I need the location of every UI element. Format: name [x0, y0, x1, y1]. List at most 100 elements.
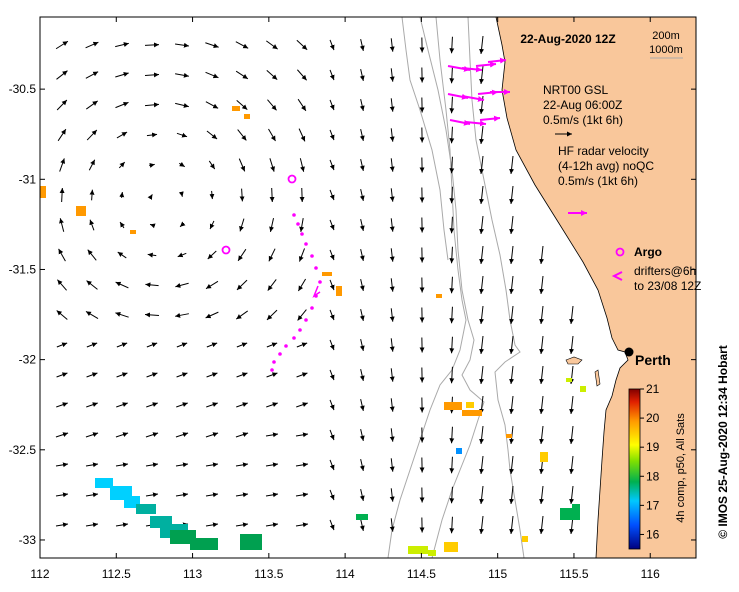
current-vector: [449, 186, 455, 204]
sst-pixel: [170, 530, 196, 544]
current-vector: [119, 191, 125, 199]
current-vector: [509, 305, 515, 325]
current-vector: [509, 245, 515, 265]
current-vector: [146, 372, 158, 378]
current-vector: [479, 365, 485, 385]
current-vector: [299, 218, 305, 232]
current-vector: [359, 69, 365, 81]
sst-pixel: [190, 538, 218, 550]
current-vector: [329, 129, 335, 141]
current-vector: [359, 159, 365, 171]
current-vector: [87, 249, 97, 261]
current-vector: [479, 215, 485, 235]
legend-drifter-line1: drifters@6h: [634, 264, 696, 278]
current-vector: [389, 398, 395, 412]
current-vector: [266, 372, 278, 378]
drifter-point: [310, 306, 314, 310]
legend-hf-line3: 0.5m/s (1kt 6h): [558, 174, 638, 188]
current-vector: [145, 282, 159, 288]
current-vector: [389, 278, 395, 292]
legend-1000m: 1000m: [649, 44, 683, 56]
current-vector: [329, 519, 335, 531]
current-vector: [55, 522, 69, 528]
current-vector: [145, 492, 159, 498]
current-vector: [479, 155, 485, 175]
current-vector: [449, 276, 455, 294]
current-vector: [206, 130, 218, 140]
drifter-point: [300, 232, 304, 236]
current-vector: [449, 306, 455, 324]
drifter-point: [292, 336, 296, 340]
y-tick-label: -33: [19, 533, 37, 547]
current-vector: [297, 309, 307, 321]
current-vector: [296, 69, 308, 81]
current-vector: [208, 160, 216, 170]
current-vector: [55, 492, 69, 498]
sst-patches: [40, 106, 586, 556]
current-vector: [449, 516, 455, 534]
x-tick-label: 112.5: [102, 567, 131, 581]
sst-colorbar: [628, 388, 641, 550]
current-vector: [239, 188, 245, 202]
hf-radar-vector: [487, 57, 507, 64]
current-vector: [119, 221, 125, 229]
sst-pixel: [456, 448, 462, 454]
colorbar-tick-label: 21: [646, 382, 660, 396]
current-vector: [389, 38, 395, 52]
sst-pixel: [232, 106, 240, 111]
current-vector: [115, 72, 129, 78]
current-vector: [479, 485, 485, 505]
x-tick-label: 112: [30, 567, 49, 581]
current-vector: [359, 339, 365, 351]
argo-float-1: [287, 174, 297, 184]
sst-pixel: [356, 514, 368, 520]
current-vector: [449, 486, 455, 504]
current-vector: [298, 128, 306, 142]
y-tick-label: -31: [19, 172, 37, 186]
colorbar-tick-label: 20: [646, 411, 660, 425]
current-vector: [359, 519, 365, 531]
current-vector: [296, 372, 308, 378]
current-vector: [145, 432, 159, 438]
sst-pixel: [462, 410, 482, 416]
current-vector: [329, 489, 335, 501]
current-vector: [144, 42, 160, 48]
current-vector: [175, 462, 189, 468]
legend-hf-line2: (4-12h avg) noQC: [558, 159, 654, 173]
current-vector: [56, 402, 68, 408]
current-vector: [265, 492, 279, 498]
current-vector: [267, 99, 277, 111]
current-vector: [359, 99, 365, 111]
current-vector: [389, 308, 395, 322]
current-vector: [389, 428, 395, 442]
current-vector: [389, 158, 395, 172]
current-vector: [89, 189, 95, 201]
current-vector: [509, 485, 515, 505]
plot-frame: [39, 16, 697, 559]
current-vector: [329, 69, 335, 81]
current-vector: [359, 39, 365, 51]
current-vector: [145, 462, 159, 468]
x-tick-label: 115: [488, 567, 507, 581]
current-vector: [205, 280, 219, 290]
current-vector: [86, 372, 98, 378]
current-vector: [329, 459, 335, 471]
perth-marker: [624, 347, 634, 357]
current-vector: [449, 216, 455, 234]
legend-drifter-icon: [611, 271, 623, 281]
isobath-200m: [467, 17, 525, 558]
current-vector: [115, 42, 129, 48]
current-vector: [266, 309, 278, 321]
current-vector: [479, 245, 485, 265]
current-vector: [329, 219, 335, 231]
current-vector: [236, 100, 248, 110]
current-vector: [86, 402, 98, 408]
current-vector: [389, 458, 395, 472]
legend-200m: 200m: [652, 30, 680, 42]
current-vector: [237, 129, 247, 141]
current-vector: [269, 218, 275, 232]
current-vector: [479, 515, 485, 535]
current-vector: [449, 66, 455, 84]
current-vector: [329, 159, 335, 171]
current-vector: [295, 522, 309, 528]
